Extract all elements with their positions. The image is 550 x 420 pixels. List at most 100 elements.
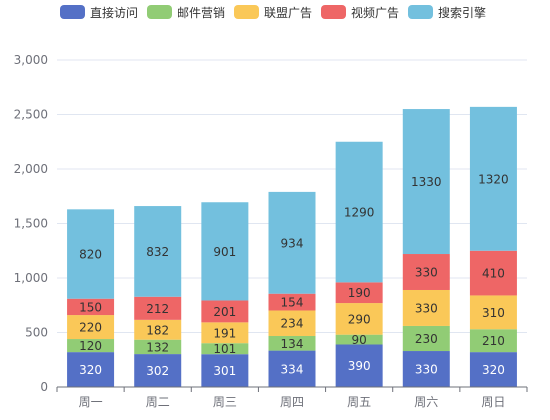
y-axis: 0 500 1,000 1,500 2,000 2,500 3,000	[14, 53, 48, 394]
legend-item[interactable]: 搜索引擎	[408, 5, 486, 20]
bar-segment[interactable]	[201, 322, 249, 344]
data-label: 182	[146, 323, 169, 337]
bar-segment[interactable]	[134, 296, 182, 320]
data-label: 234	[281, 317, 304, 331]
data-label: 212	[146, 302, 169, 316]
legend-swatch	[60, 5, 85, 19]
bar-segment[interactable]	[67, 298, 115, 316]
y-tick-label: 1,000	[14, 271, 48, 285]
y-tick-label: 0	[40, 380, 48, 394]
bar-segment[interactable]	[469, 106, 517, 251]
legend-label: 联盟广告	[264, 6, 312, 20]
data-label: 190	[348, 286, 371, 300]
x-axis: 周一 周二 周三 周四 周五 周六 周日	[56, 386, 528, 409]
bar-segment[interactable]	[268, 191, 316, 294]
data-label: 1320	[478, 172, 509, 186]
bar-segment[interactable]	[201, 300, 249, 323]
legend-swatch	[234, 5, 259, 19]
y-tick-label: 2,500	[14, 108, 48, 122]
bar-segment[interactable]	[402, 351, 450, 387]
bar-segment[interactable]	[201, 354, 249, 387]
y-tick-label: 1,500	[14, 217, 48, 231]
bar-segment[interactable]	[469, 250, 517, 296]
bar-segment[interactable]	[268, 293, 316, 311]
x-tick-label: 周六	[414, 395, 438, 409]
data-label: 832	[146, 245, 169, 259]
data-label: 210	[482, 334, 505, 348]
bar-segment[interactable]	[469, 295, 517, 330]
data-label: 320	[482, 363, 505, 377]
bars[interactable]: 320 120 220 150 820 302 132 182 212 832 301 101 191 2…	[67, 106, 517, 387]
data-label: 150	[79, 300, 102, 314]
legend-swatch	[408, 5, 433, 19]
bar-segment[interactable]	[335, 344, 383, 387]
bar-segment[interactable]	[134, 319, 182, 340]
bar-segment[interactable]	[67, 339, 115, 353]
x-tick-label: 周日	[481, 395, 505, 409]
data-label: 230	[415, 332, 438, 346]
bar-stack[interactable]: 301 101 191 201 901	[201, 202, 249, 387]
data-label: 310	[482, 306, 505, 320]
data-label: 320	[79, 363, 102, 377]
bar-stack[interactable]: 334 134 234 154 934	[268, 191, 316, 387]
bar-segment[interactable]	[402, 254, 450, 290]
bar-segment[interactable]	[268, 350, 316, 387]
bar-segment[interactable]	[402, 109, 450, 255]
legend[interactable]: 直接访问 邮件营销 联盟广告 视频广告 搜索引擎	[60, 5, 486, 20]
data-label: 1290	[344, 206, 375, 220]
data-label: 101	[213, 342, 236, 356]
bar-stack[interactable]: 320 120 220 150 820	[67, 209, 115, 387]
data-label: 934	[281, 236, 304, 250]
legend-swatch	[321, 5, 346, 19]
legend-label: 直接访问	[90, 5, 138, 20]
bar-segment[interactable]	[134, 354, 182, 387]
x-tick-label: 周四	[280, 395, 304, 409]
data-label: 301	[213, 364, 236, 378]
data-label: 901	[213, 245, 236, 259]
legend-item[interactable]: 邮件营销	[147, 5, 225, 20]
data-label: 820	[79, 248, 102, 262]
bar-segment[interactable]	[469, 352, 517, 387]
data-label: 220	[79, 321, 102, 335]
bar-segment[interactable]	[201, 202, 249, 301]
bar-segment[interactable]	[67, 352, 115, 387]
bar-segment[interactable]	[402, 289, 450, 326]
bar-segment[interactable]	[67, 209, 115, 299]
bar-segment[interactable]	[335, 334, 383, 345]
data-label: 334	[281, 362, 304, 376]
bar-segment[interactable]	[335, 282, 383, 304]
bar-stack[interactable]: 330 230 330 330 1330	[402, 109, 450, 387]
legend-label: 搜索引擎	[438, 5, 486, 20]
bar-stack[interactable]: 302 132 182 212 832	[134, 206, 182, 387]
y-tick-label: 500	[25, 326, 48, 340]
bar-segment[interactable]	[268, 310, 316, 336]
legend-item[interactable]: 直接访问	[60, 5, 138, 20]
data-label: 120	[79, 339, 102, 353]
bar-segment[interactable]	[268, 335, 316, 351]
data-label: 154	[281, 296, 304, 310]
data-label: 302	[146, 364, 169, 378]
bar-segment[interactable]	[201, 343, 249, 355]
data-label: 90	[352, 333, 367, 347]
legend-item[interactable]: 视频广告	[321, 5, 399, 20]
x-tick-label: 周五	[347, 395, 371, 409]
y-tick-label: 3,000	[14, 53, 48, 67]
bar-stack[interactable]: 390 90 290 190 1290	[335, 141, 383, 387]
data-label: 201	[213, 305, 236, 319]
bar-segment[interactable]	[335, 303, 383, 335]
bar-segment[interactable]	[134, 339, 182, 355]
bar-segment[interactable]	[469, 329, 517, 353]
legend-item[interactable]: 联盟广告	[234, 5, 312, 20]
bar-segment[interactable]	[402, 325, 450, 352]
legend-label: 邮件营销	[177, 6, 225, 20]
bar-segment[interactable]	[134, 206, 182, 297]
data-label: 1330	[411, 175, 442, 189]
x-tick-label: 周二	[146, 395, 170, 409]
bar-segment[interactable]	[67, 315, 115, 340]
legend-label: 视频广告	[351, 5, 399, 20]
bar-segment[interactable]	[335, 141, 383, 283]
data-label: 330	[415, 301, 438, 315]
data-label: 330	[415, 266, 438, 280]
